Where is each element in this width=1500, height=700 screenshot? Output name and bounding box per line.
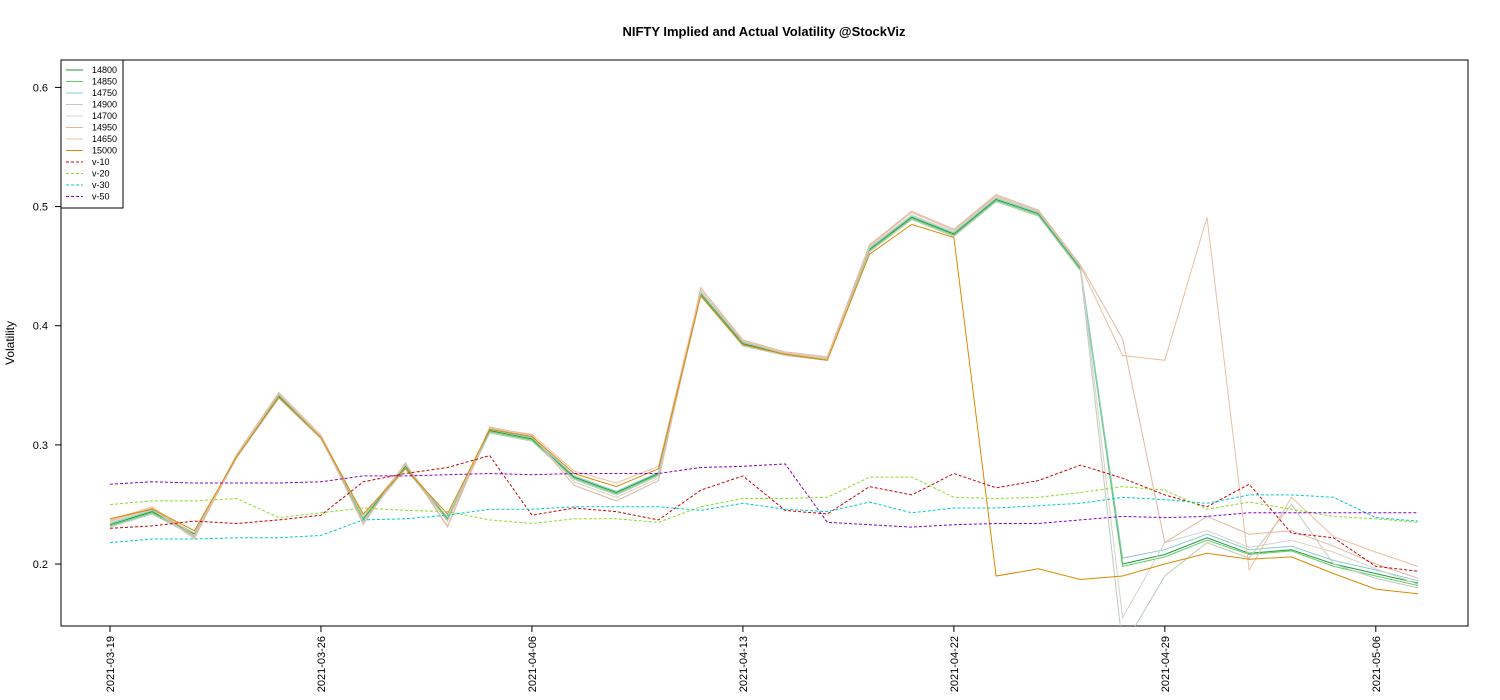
series-line-v-10: [109, 455, 1419, 572]
x-tick-label: 2021-04-22: [949, 636, 961, 692]
y-axis-label: Volatility: [3, 321, 17, 365]
y-axis: 0.2 0.3 0.4 0.5 0.6: [33, 82, 61, 571]
series-line-14800: [109, 198, 1419, 584]
legend-label-14650: 14650: [92, 134, 117, 144]
series-layer: [109, 194, 1419, 626]
series-line-14900: [109, 201, 1419, 626]
chart-title: NIFTY Implied and Actual Volatility @Sto…: [622, 24, 906, 39]
x-tick-label: 2021-04-13: [738, 636, 750, 692]
y-tick-label: 0.3: [33, 440, 48, 452]
legend-label-v-30: v-30: [92, 180, 110, 190]
legend-label-14800: 14800: [92, 65, 117, 75]
series-line-v-30: [109, 494, 1419, 544]
x-tick-label: 2021-05-06: [1371, 636, 1383, 692]
x-tick-label: 2021-04-29: [1160, 636, 1172, 692]
x-tick-label: 2021-03-26: [316, 636, 328, 692]
legend-label-14750: 14750: [92, 88, 117, 98]
series-line-v-20: [109, 476, 1419, 525]
legend-label-v-20: v-20: [92, 169, 110, 179]
series-line-14950: [109, 194, 1419, 579]
legend-label-14950: 14950: [92, 123, 117, 133]
x-tick-label: 2021-04-06: [527, 636, 539, 692]
y-tick-label: 0.5: [33, 202, 48, 214]
x-axis: 2021-03-19 2021-03-26 2021-04-06 2021-04-13…: [105, 626, 1383, 692]
series-line-14700: [109, 196, 1419, 620]
legend-label-v-10: v-10: [92, 157, 110, 167]
y-tick-label: 0.4: [33, 321, 48, 333]
legend-box: [60, 59, 124, 209]
legend-label-v-50: v-50: [92, 192, 110, 202]
x-tick-label: 2021-03-19: [105, 636, 117, 692]
series-line-14650: [109, 195, 1419, 572]
series-line-15000: [109, 223, 1419, 595]
legend-label-14850: 14850: [92, 77, 117, 87]
y-tick-label: 0.6: [33, 82, 48, 94]
y-tick-label: 0.2: [33, 559, 48, 571]
plot-frame: [60, 59, 1469, 627]
series-line-v-50: [109, 463, 1418, 528]
series-line-14750: [109, 197, 1419, 582]
legend-label-15000: 15000: [92, 146, 117, 156]
legend-label-14900: 14900: [92, 100, 117, 110]
legend-label-14700: 14700: [92, 111, 117, 121]
series-line-14850: [109, 200, 1419, 586]
